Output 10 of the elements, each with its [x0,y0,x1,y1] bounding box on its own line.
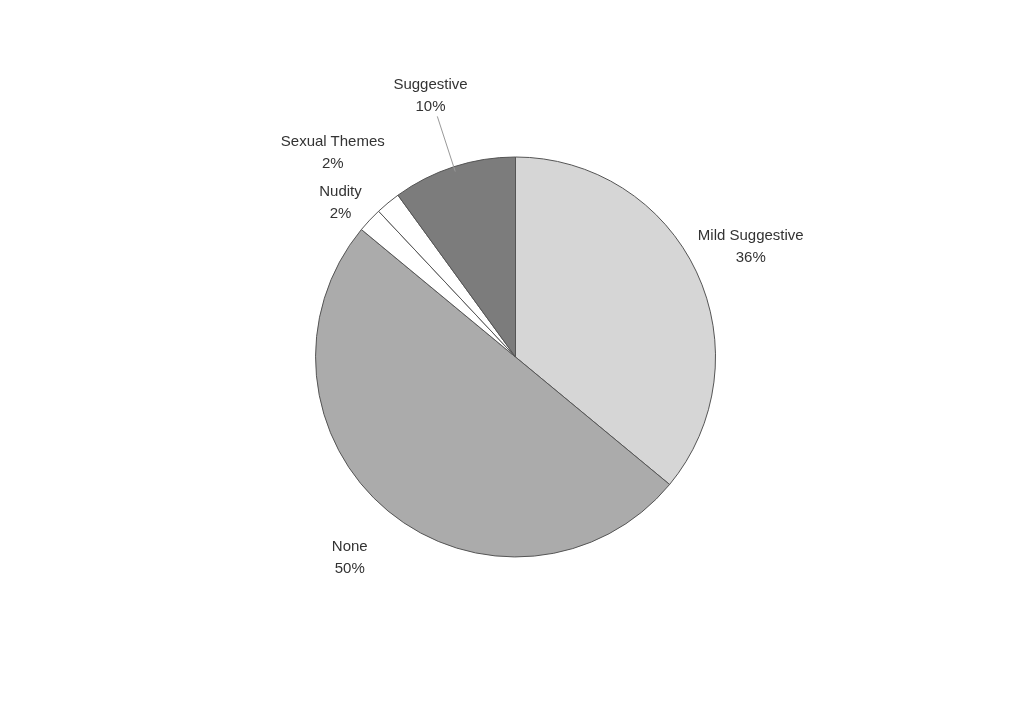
data-label: 2% [329,203,352,221]
slice-label: Nudity [319,181,363,199]
data-label: 2% [321,154,344,172]
slice-label: Sexual Themes [280,132,385,150]
data-label: 10% [415,97,446,115]
data-label: 50% [334,559,365,577]
slice-label: Suggestive [393,75,468,93]
slice-label: Mild Suggestive [697,226,804,244]
slice-label: None [331,537,368,555]
data-label: 36% [735,248,766,266]
